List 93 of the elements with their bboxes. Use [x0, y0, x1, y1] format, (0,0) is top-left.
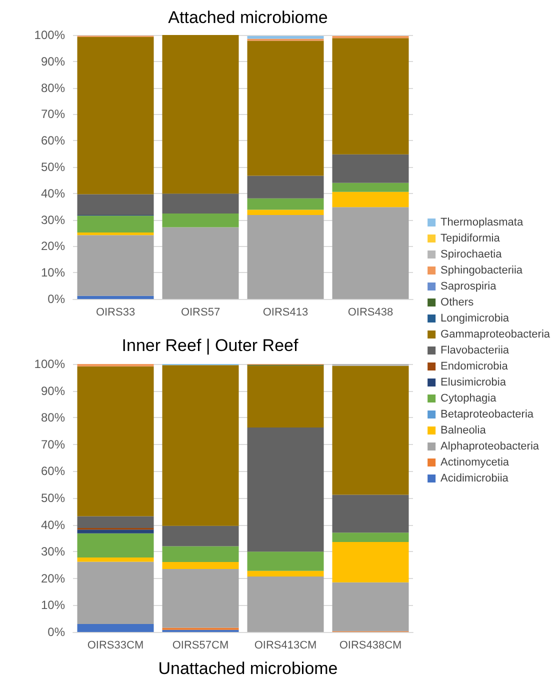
bar	[247, 176, 324, 198]
y-tick-label: 10%	[40, 598, 66, 612]
x-tick-label: OIRS438	[348, 306, 394, 318]
legend-label: Longimicrobia	[440, 312, 510, 324]
x-tick-label: OIRS413	[262, 306, 308, 318]
bar	[332, 154, 409, 183]
bar	[332, 582, 409, 632]
bar	[77, 366, 154, 516]
x-tick-label: OIRS438CM	[339, 640, 402, 652]
legend-label: Spirochaetia	[440, 248, 503, 260]
bar	[247, 576, 324, 632]
bar	[77, 530, 154, 534]
bar	[247, 210, 324, 216]
legend-label: Elusimicrobia	[440, 376, 507, 388]
legend-label: Saprospiria	[440, 280, 498, 292]
bar	[162, 365, 239, 526]
y-tick-label: 20%	[40, 239, 66, 254]
y-tick-label: 70%	[40, 107, 66, 122]
legend-label: Actinomycetia	[440, 456, 510, 468]
y-tick-label: 0%	[48, 625, 66, 639]
y-tick-label: 20%	[40, 571, 66, 586]
bar	[247, 570, 324, 577]
chart-title: Attached microbiome	[168, 8, 328, 27]
bar	[162, 569, 239, 628]
legend-label: Gammaproteobacteria	[440, 328, 551, 340]
bar	[332, 207, 409, 299]
bar	[162, 213, 239, 228]
y-tick-label: 40%	[40, 186, 66, 200]
bar	[77, 232, 154, 236]
x-tick-label: OIRS57	[180, 306, 220, 318]
bar	[332, 366, 409, 495]
bar	[162, 227, 239, 299]
y-tick-label: 50%	[40, 160, 66, 174]
y-tick-label: 80%	[40, 80, 66, 95]
x-tick-label: OIRS33CM	[87, 640, 144, 652]
legend-label: Cytophagia	[440, 392, 498, 404]
bar	[247, 40, 324, 176]
bar	[77, 194, 154, 216]
bar	[162, 546, 239, 562]
bar	[162, 194, 239, 214]
bar	[77, 533, 154, 558]
y-tick-label: 50%	[40, 491, 66, 505]
x-tick-label: OIRS57CM	[172, 640, 229, 652]
legend-label: Balneolia	[440, 424, 487, 436]
bar	[77, 36, 154, 194]
text: Inner Reef | Outer Reef	[122, 336, 298, 355]
y-tick-label: 0%	[48, 292, 66, 306]
bar	[332, 532, 409, 542]
legend-label: Alphaproteobacteria	[440, 440, 540, 452]
bar	[77, 216, 154, 232]
y-tick-label: 90%	[40, 384, 66, 398]
bar	[332, 38, 409, 154]
bar	[247, 428, 324, 552]
legend-label: Endomicrobia	[440, 360, 509, 372]
legend-label: Thermoplasmata	[440, 216, 524, 228]
bar	[247, 36, 324, 39]
bar	[247, 552, 324, 571]
y-tick-label: 60%	[40, 464, 66, 478]
bar	[162, 526, 239, 546]
y-tick-label: 30%	[40, 544, 66, 559]
legend-label: Acidimicrobiia	[440, 472, 510, 484]
bar	[77, 562, 154, 624]
legend-label: Betaproteobacteria	[440, 408, 534, 420]
y-tick-label: 40%	[40, 518, 66, 532]
bar	[247, 215, 324, 299]
text: Unattached microbiome	[158, 659, 338, 678]
bar	[162, 35, 239, 194]
y-tick-label: 60%	[40, 134, 66, 148]
bar	[247, 366, 324, 428]
y-tick-label: 90%	[40, 54, 66, 68]
bar	[162, 562, 239, 570]
y-tick-label: 100%	[34, 28, 66, 42]
y-tick-label: 30%	[40, 212, 66, 227]
bar	[332, 542, 409, 582]
bar	[77, 296, 154, 299]
bar	[332, 192, 409, 208]
legend-label: Flavobacteriia	[440, 344, 510, 356]
legend-label: Sphingobacteriia	[440, 264, 524, 276]
bar	[77, 624, 154, 632]
legend-label: Others	[440, 296, 474, 308]
bar	[247, 198, 324, 210]
bar	[77, 516, 154, 528]
y-tick-label: 100%	[34, 357, 66, 371]
legend-label: Tepidiformia	[440, 232, 501, 244]
bar	[77, 557, 154, 562]
x-tick-label: OIRS413CM	[254, 640, 317, 652]
bar	[332, 182, 409, 192]
y-tick-label: 70%	[40, 437, 66, 452]
y-tick-label: 10%	[40, 266, 66, 280]
bar	[332, 494, 409, 533]
y-tick-label: 80%	[40, 410, 66, 425]
x-tick-label: OIRS33	[96, 306, 136, 318]
bar	[77, 235, 154, 296]
